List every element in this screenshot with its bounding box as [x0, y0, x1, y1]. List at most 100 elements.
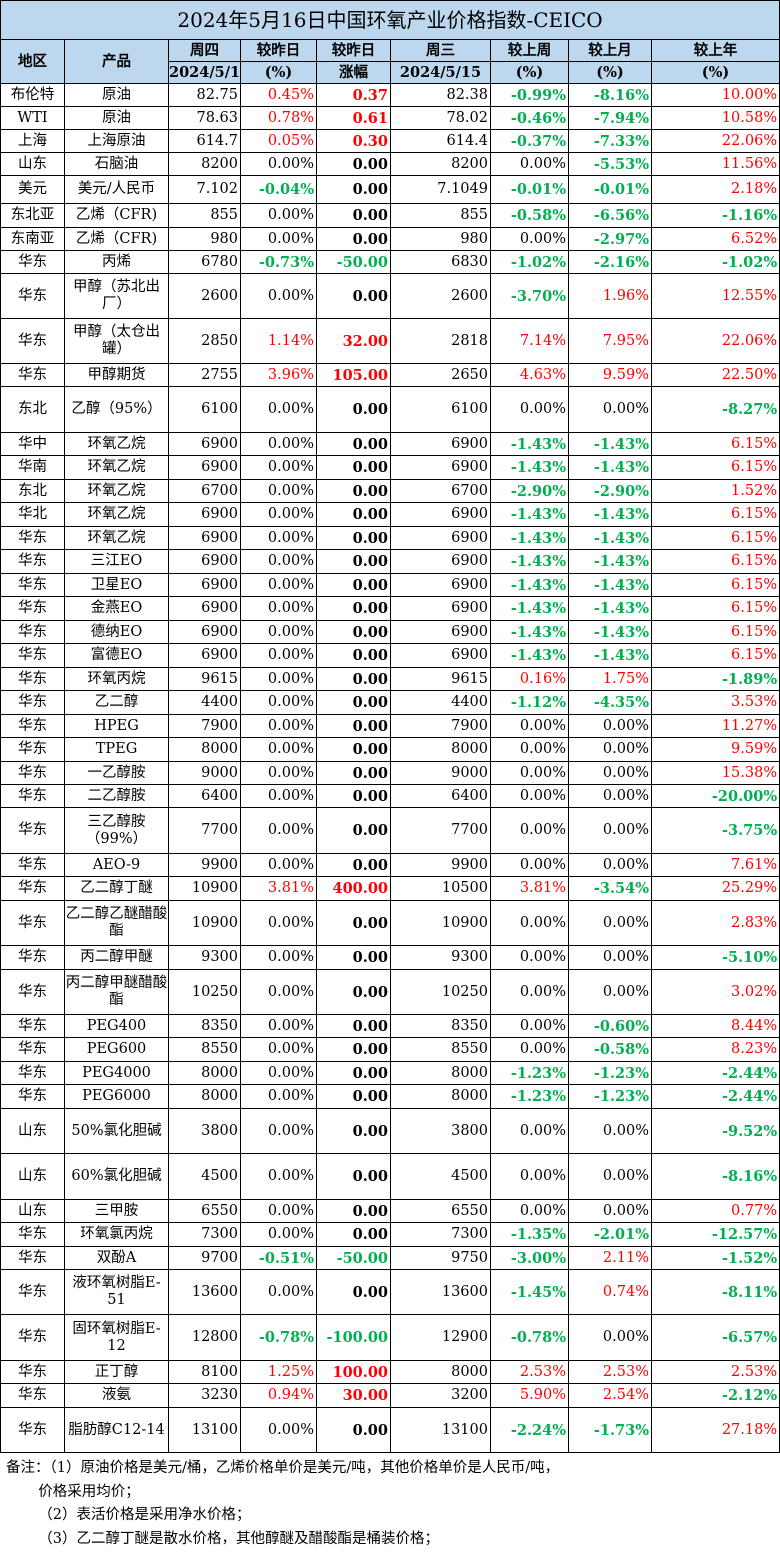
cell-region: 华东 — [0, 1014, 65, 1038]
cell-product: 金燕EO — [64, 596, 169, 621]
table-row: 华东 富德EO 6900 0.00% 0.00 6900 -1.43% -1.43% 6.15% — [0, 643, 780, 668]
table-row: 华东 乙二醇 4400 0.00% 0.00 4400 -1.12% -4.35% 3.53% — [0, 690, 780, 715]
cell-day-pct: 0.00% — [240, 969, 317, 1015]
cell-month-pct: 2.53% — [568, 1360, 652, 1384]
cell-year-pct: -8.27% — [650, 386, 780, 433]
table-row: 华东 金燕EO 6900 0.00% 0.00 6900 -1.43% -1.43% 6.15% — [0, 596, 780, 621]
cell-region: 华东 — [0, 250, 65, 274]
cell-region: 山东 — [0, 1108, 65, 1154]
cell-month-pct: 0.00% — [568, 969, 652, 1015]
cell-week-pct: -1.43% — [490, 502, 569, 527]
table-row: 华东 甲醇（太仓出罐） 2850 1.14% 32.00 2818 7.14% 7.95% 22… — [0, 318, 780, 364]
cell-year-pct: -12.57% — [650, 1222, 780, 1247]
cell-region: 东北亚 — [0, 203, 65, 228]
table-row: 东南亚 乙烯（CFR) 980 0.00% 0.00 980 0.00% -2.97% 6.52… — [0, 227, 780, 251]
cell-wed-price: 855 — [390, 203, 491, 228]
cell-region: 东北 — [0, 479, 65, 503]
cell-week-pct: 0.00% — [490, 900, 569, 946]
cell-wed-price: 9900 — [390, 853, 491, 877]
cell-day-chg: 0.00 — [316, 761, 391, 785]
cell-week-pct: 0.00% — [490, 152, 569, 176]
cell-week-pct: -1.23% — [490, 1084, 569, 1109]
cell-year-pct: 6.15% — [650, 620, 780, 644]
cell-wed-price: 980 — [390, 227, 491, 251]
cell-day-chg: 0.00 — [316, 549, 391, 574]
cell-month-pct: -2.90% — [568, 479, 652, 503]
table-row: 华东 丙二醇甲醚 9300 0.00% 0.00 9300 0.00% 0.00% -5.10% — [0, 945, 780, 970]
cell-month-pct: -6.56% — [568, 203, 652, 228]
cell-region: 华东 — [0, 1037, 65, 1062]
cell-day-pct: 0.00% — [240, 596, 317, 621]
table-row: 山东 60%氯化胆碱 4500 0.00% 0.00 4500 0.00% 0.00% -8.1… — [0, 1153, 780, 1200]
cell-day-pct: 0.45% — [240, 83, 317, 107]
cell-day-chg: -50.00 — [316, 250, 391, 274]
cell-day-chg: 32.00 — [316, 318, 391, 364]
cell-day-pct: 0.05% — [240, 129, 317, 153]
cell-day-chg: 0.00 — [316, 502, 391, 527]
cell-product: 甲醇（太仓出罐） — [64, 318, 169, 364]
cell-product: 环氧乙烷 — [64, 502, 169, 527]
cell-thu-price: 13100 — [168, 1407, 241, 1453]
header-month-unit: (%) — [568, 61, 652, 84]
table-row: 山东 三甲胺 6550 0.00% 0.00 6550 0.00% 0.00% 0.77% — [0, 1199, 780, 1223]
cell-thu-price: 2850 — [168, 318, 241, 364]
cell-thu-price: 82.75 — [168, 83, 241, 107]
cell-region: 华东 — [0, 1084, 65, 1109]
cell-day-pct: 1.14% — [240, 318, 317, 364]
cell-day-pct: 0.00% — [240, 152, 317, 176]
cell-month-pct: -7.94% — [568, 106, 652, 130]
cell-week-pct: -3.70% — [490, 273, 569, 319]
cell-day-chg: -100.00 — [316, 1314, 391, 1361]
cell-day-pct: 0.00% — [240, 1084, 317, 1109]
cell-wed-price: 6100 — [390, 386, 491, 433]
table-row: 华东 一乙醇胺 9000 0.00% 0.00 9000 0.00% 0.00% 15.38% — [0, 761, 780, 785]
cell-wed-price: 6400 — [390, 784, 491, 808]
table-row: 华东 AEO-9 9900 0.00% 0.00 9900 0.00% 0.00% 7.61% — [0, 853, 780, 877]
header-vs-yesterday-pct: 较昨日 — [240, 39, 317, 62]
cell-thu-price: 9700 — [168, 1246, 241, 1270]
cell-product: 丙二醇甲醚醋酸酯 — [64, 969, 169, 1015]
cell-day-chg: 0.37 — [316, 83, 391, 107]
cell-month-pct: -1.23% — [568, 1061, 652, 1085]
cell-month-pct: 7.95% — [568, 318, 652, 364]
cell-wed-price: 6700 — [390, 479, 491, 503]
cell-thu-price: 10900 — [168, 876, 241, 901]
cell-day-pct: -0.78% — [240, 1314, 317, 1361]
table-row: 华东 PEG4000 8000 0.00% 0.00 8000 -1.23% -1.23% -2… — [0, 1061, 780, 1085]
cell-day-chg: 0.00 — [316, 526, 391, 550]
cell-product: 环氧乙烷 — [64, 526, 169, 550]
page-title: 2024年5月16日中国环氧产业价格指数-CEICO — [0, 0, 780, 40]
cell-year-pct: 8.44% — [650, 1014, 780, 1038]
cell-month-pct: 0.00% — [568, 784, 652, 808]
cell-day-pct: 0.00% — [240, 1407, 317, 1453]
cell-thu-price: 6700 — [168, 479, 241, 503]
cell-week-pct: 0.00% — [490, 737, 569, 762]
cell-day-chg: 0.00 — [316, 596, 391, 621]
cell-day-pct: 0.00% — [240, 1199, 317, 1223]
cell-day-chg: 0.00 — [316, 152, 391, 176]
cell-day-pct: 0.00% — [240, 761, 317, 785]
cell-day-chg: 0.00 — [316, 690, 391, 715]
cell-thu-price: 9615 — [168, 667, 241, 691]
cell-week-pct: -1.43% — [490, 549, 569, 574]
table-row: 华东 卫星EO 6900 0.00% 0.00 6900 -1.43% -1.43% 6.15% — [0, 573, 780, 597]
cell-month-pct: 0.00% — [568, 737, 652, 762]
cell-year-pct: 6.52% — [650, 227, 780, 251]
cell-day-chg: 0.00 — [316, 1269, 391, 1315]
table-row: 华东 正丁醇 8100 1.25% 100.00 8000 2.53% 2.53% 2.53% — [0, 1360, 780, 1384]
cell-year-pct: 6.15% — [650, 502, 780, 527]
cell-month-pct: 0.00% — [568, 853, 652, 877]
cell-year-pct: 1.52% — [650, 479, 780, 503]
cell-thu-price: 6900 — [168, 455, 241, 480]
cell-wed-price: 7300 — [390, 1222, 491, 1247]
cell-day-chg: 30.00 — [316, 1383, 391, 1408]
cell-wed-price: 6900 — [390, 455, 491, 480]
cell-day-pct: 0.00% — [240, 227, 317, 251]
cell-wed-price: 10900 — [390, 900, 491, 946]
cell-year-pct: -2.44% — [650, 1084, 780, 1109]
cell-month-pct: -2.97% — [568, 227, 652, 251]
cell-year-pct: 3.53% — [650, 690, 780, 715]
cell-day-chg: 0.00 — [316, 737, 391, 762]
cell-month-pct: 1.96% — [568, 273, 652, 319]
